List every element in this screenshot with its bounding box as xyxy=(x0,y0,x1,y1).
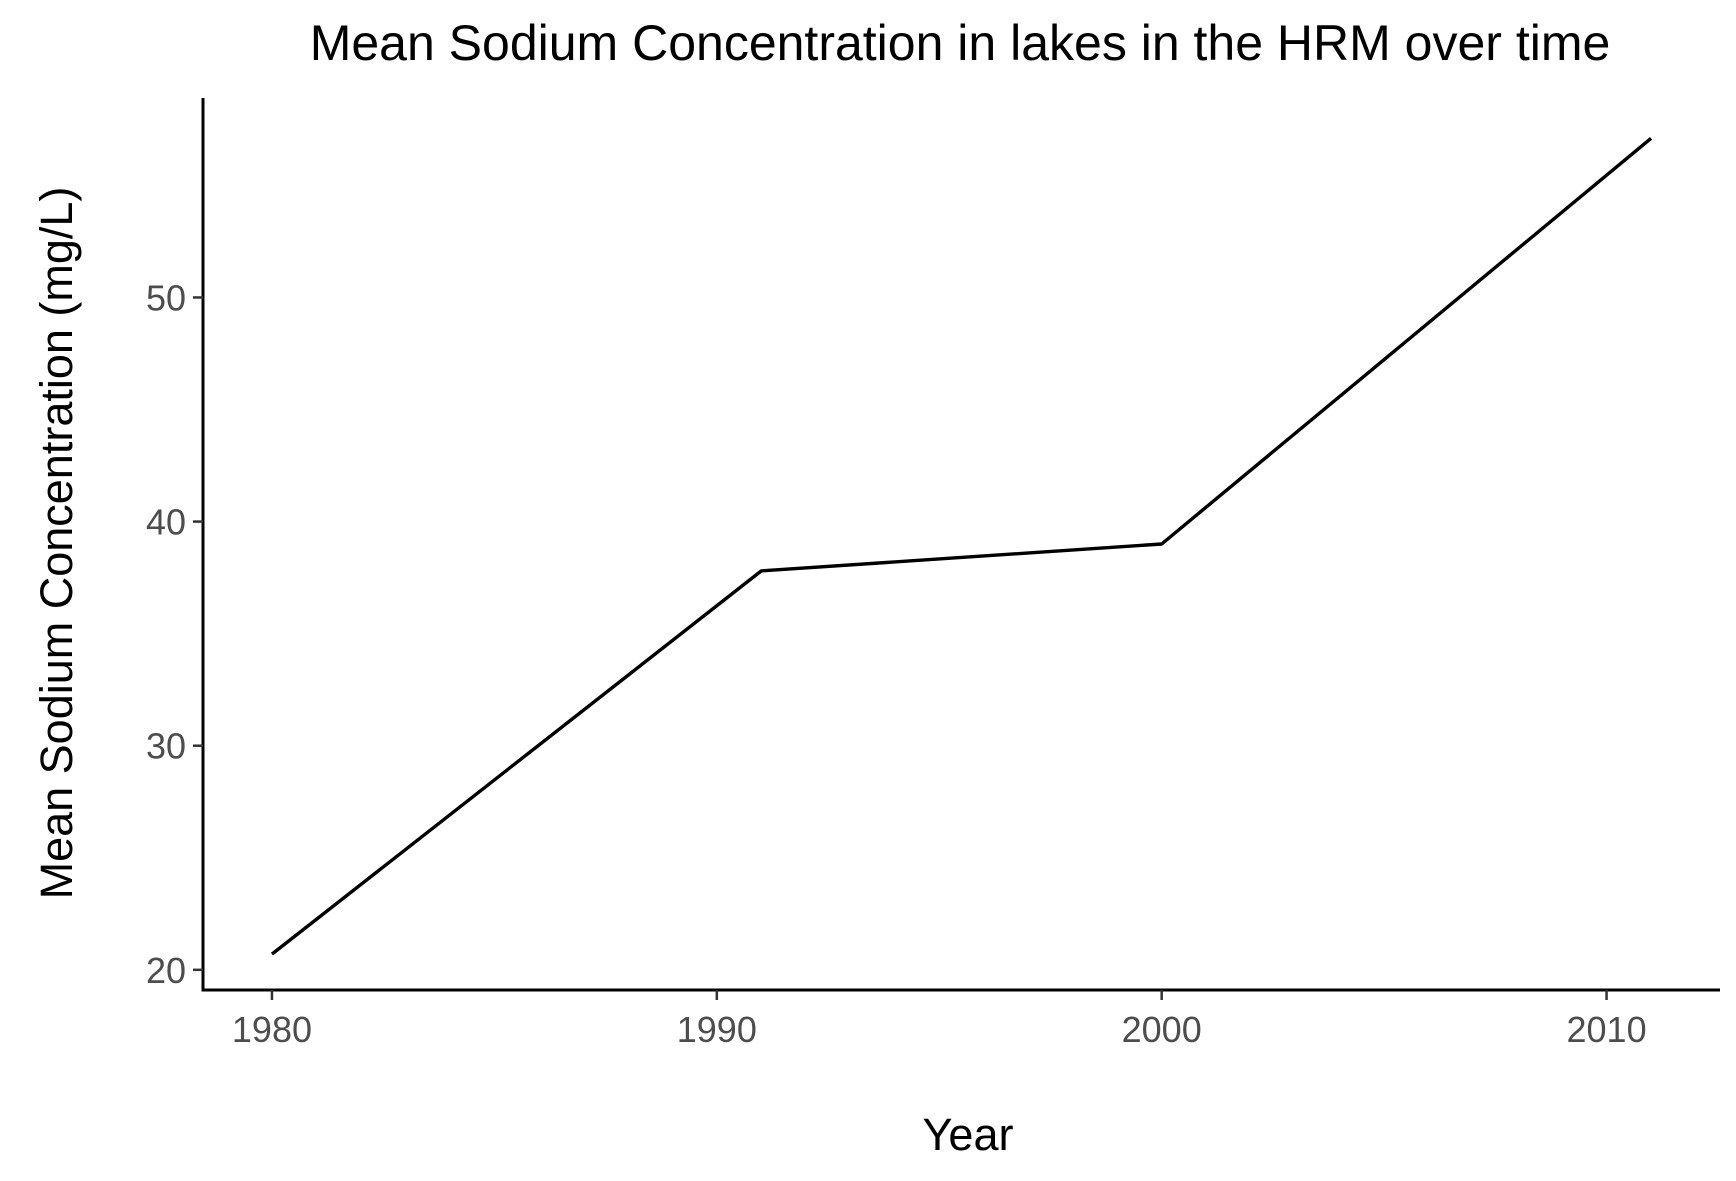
x-tick-label: 2010 xyxy=(1567,1009,1647,1050)
y-tick-label: 20 xyxy=(146,950,186,991)
y-tick-label: 50 xyxy=(146,277,186,318)
y-tick-label: 40 xyxy=(146,502,186,543)
y-tick-label: 30 xyxy=(146,726,186,767)
x-tick-label: 2000 xyxy=(1122,1009,1202,1050)
x-axis-title: Year xyxy=(923,1109,1014,1160)
chart-title: Mean Sodium Concentration in lakes in th… xyxy=(310,15,1611,71)
y-axis-title: Mean Sodium Concentration (mg/L) xyxy=(31,187,82,900)
x-tick-label: 1980 xyxy=(232,1009,312,1050)
plot-area: 20 30 40 50 1980 1990 2000 2010 xyxy=(146,98,1720,1050)
series-line-0 xyxy=(270,137,1653,956)
x-tick-label: 1990 xyxy=(677,1009,757,1050)
